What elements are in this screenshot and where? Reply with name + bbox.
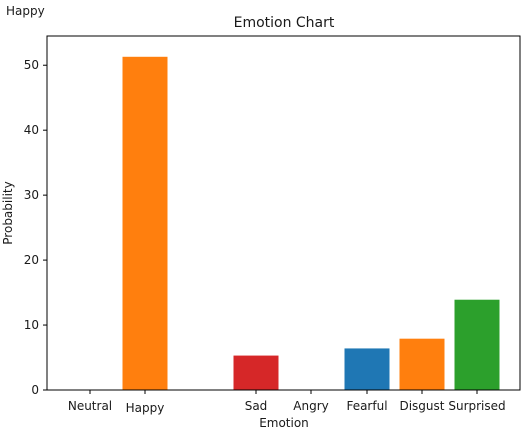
x-tick-label-disgust: Disgust <box>399 399 444 413</box>
bars <box>122 56 500 391</box>
y-axis-ticks: 0 10 20 30 40 50 <box>24 58 47 397</box>
y-tick-label: 30 <box>24 188 39 202</box>
x-axis-label: Emotion <box>259 416 309 430</box>
y-tick-label: 10 <box>24 318 39 332</box>
x-tick-label-happy: Happy <box>126 401 165 415</box>
bar-disgust <box>399 338 445 390</box>
x-tick-label-surprised: Surprised <box>448 399 505 413</box>
y-tick-label: 20 <box>24 253 39 267</box>
y-axis-label: Probability <box>1 181 15 244</box>
predicted-emotion-caption: Happy <box>6 4 45 18</box>
bar-happy <box>122 56 168 391</box>
x-axis-ticks: Neutral Happy Sad Angry Fearful Disgust Surpri… <box>68 390 506 415</box>
bar-sad <box>233 355 279 390</box>
y-tick-label: 0 <box>31 383 39 397</box>
y-tick-label: 50 <box>24 58 39 72</box>
bar-fearful <box>344 348 390 390</box>
plot-area-frame <box>46 35 521 391</box>
y-tick-label: 40 <box>24 123 39 137</box>
x-tick-label-neutral: Neutral <box>68 399 112 413</box>
x-tick-label-fearful: Fearful <box>346 399 387 413</box>
bar-surprised <box>454 299 500 390</box>
x-tick-label-angry: Angry <box>293 399 328 413</box>
chart-title: Emotion Chart <box>234 15 335 31</box>
x-tick-label-sad: Sad <box>245 399 268 413</box>
